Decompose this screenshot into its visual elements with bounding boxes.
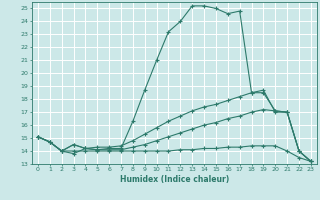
X-axis label: Humidex (Indice chaleur): Humidex (Indice chaleur) <box>120 175 229 184</box>
